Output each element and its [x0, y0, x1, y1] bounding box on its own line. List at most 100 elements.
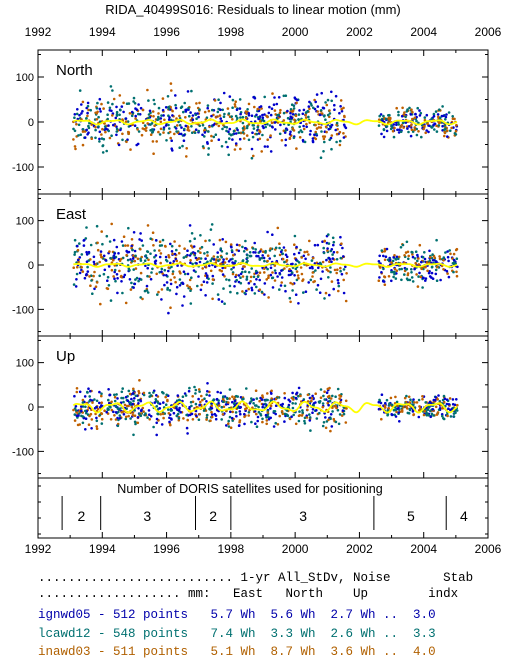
data-point — [396, 128, 399, 132]
data-point — [293, 118, 296, 122]
data-point — [419, 275, 423, 279]
data-point — [329, 429, 332, 433]
data-point — [424, 265, 427, 269]
data-point — [121, 132, 124, 136]
data-point — [109, 299, 113, 302]
data-point — [105, 234, 109, 238]
data-point — [307, 105, 311, 108]
data-point — [95, 425, 98, 428]
data-point — [397, 406, 400, 410]
data-point — [215, 258, 218, 261]
data-point — [133, 124, 137, 127]
data-point — [73, 129, 77, 133]
data-point — [132, 254, 135, 257]
data-point — [423, 409, 427, 413]
data-point — [297, 251, 301, 255]
data-point — [400, 408, 404, 412]
data-point — [265, 278, 269, 281]
data-point — [399, 130, 403, 133]
data-point — [445, 269, 449, 273]
data-point — [253, 241, 256, 245]
data-point — [231, 395, 234, 399]
data-point — [203, 397, 206, 401]
data-point — [162, 391, 165, 395]
data-point — [124, 417, 128, 421]
data-point — [121, 291, 124, 295]
data-point — [270, 389, 273, 393]
data-point — [99, 302, 102, 306]
data-point — [85, 117, 88, 120]
data-point — [164, 403, 168, 407]
data-point — [204, 257, 207, 261]
data-point — [281, 252, 285, 256]
data-point — [255, 278, 258, 281]
data-point — [265, 419, 269, 422]
data-point — [235, 243, 239, 247]
data-point — [418, 114, 422, 117]
data-point — [334, 404, 337, 408]
data-point — [394, 395, 397, 399]
data-point — [132, 399, 135, 403]
data-point — [344, 421, 348, 424]
data-point — [312, 106, 315, 110]
data-point — [389, 127, 393, 131]
data-point — [227, 425, 231, 428]
data-point — [98, 274, 101, 278]
data-point — [190, 125, 193, 128]
data-point — [235, 248, 239, 252]
data-point — [88, 395, 91, 398]
data-point — [321, 270, 324, 273]
data-point — [302, 124, 305, 128]
data-point — [333, 108, 336, 111]
data-point — [230, 245, 233, 249]
data-point — [397, 121, 400, 124]
data-point — [452, 258, 456, 262]
data-point — [455, 270, 458, 274]
data-point — [178, 146, 181, 149]
data-point — [231, 410, 234, 414]
data-point — [379, 266, 382, 269]
data-point — [313, 98, 316, 102]
data-point — [417, 415, 421, 419]
data-point — [210, 139, 213, 142]
data-point — [261, 133, 264, 137]
data-point — [193, 131, 197, 134]
data-point — [148, 109, 152, 113]
data-point — [170, 244, 174, 248]
y-tick-label: 100 — [16, 72, 34, 84]
data-point — [130, 397, 133, 401]
data-point — [438, 407, 442, 410]
y-tick-label: 0 — [28, 402, 34, 414]
data-point — [198, 124, 201, 128]
y-tick-label: 100 — [16, 216, 34, 228]
data-point — [385, 129, 389, 133]
data-point — [332, 417, 336, 421]
data-point — [212, 398, 216, 401]
data-point — [210, 257, 214, 260]
data-point — [212, 255, 216, 258]
data-point — [337, 289, 340, 293]
data-point — [411, 110, 414, 114]
data-point — [115, 393, 118, 396]
data-point — [254, 389, 258, 393]
data-point — [266, 138, 270, 141]
data-point — [113, 395, 117, 399]
data-point — [203, 128, 207, 132]
data-point — [227, 419, 230, 423]
data-point — [73, 145, 77, 148]
data-point — [283, 267, 286, 270]
data-point — [261, 250, 265, 253]
data-point — [133, 102, 137, 105]
data-point — [441, 124, 444, 128]
data-point — [109, 85, 113, 88]
data-point — [238, 424, 241, 427]
data-point — [394, 257, 397, 261]
data-point — [380, 417, 383, 421]
data-point — [344, 126, 348, 130]
data-point — [117, 143, 121, 147]
data-point — [196, 284, 199, 288]
data-point — [300, 272, 304, 276]
data-point — [312, 402, 316, 405]
data-point — [335, 132, 339, 136]
data-point — [113, 256, 116, 260]
